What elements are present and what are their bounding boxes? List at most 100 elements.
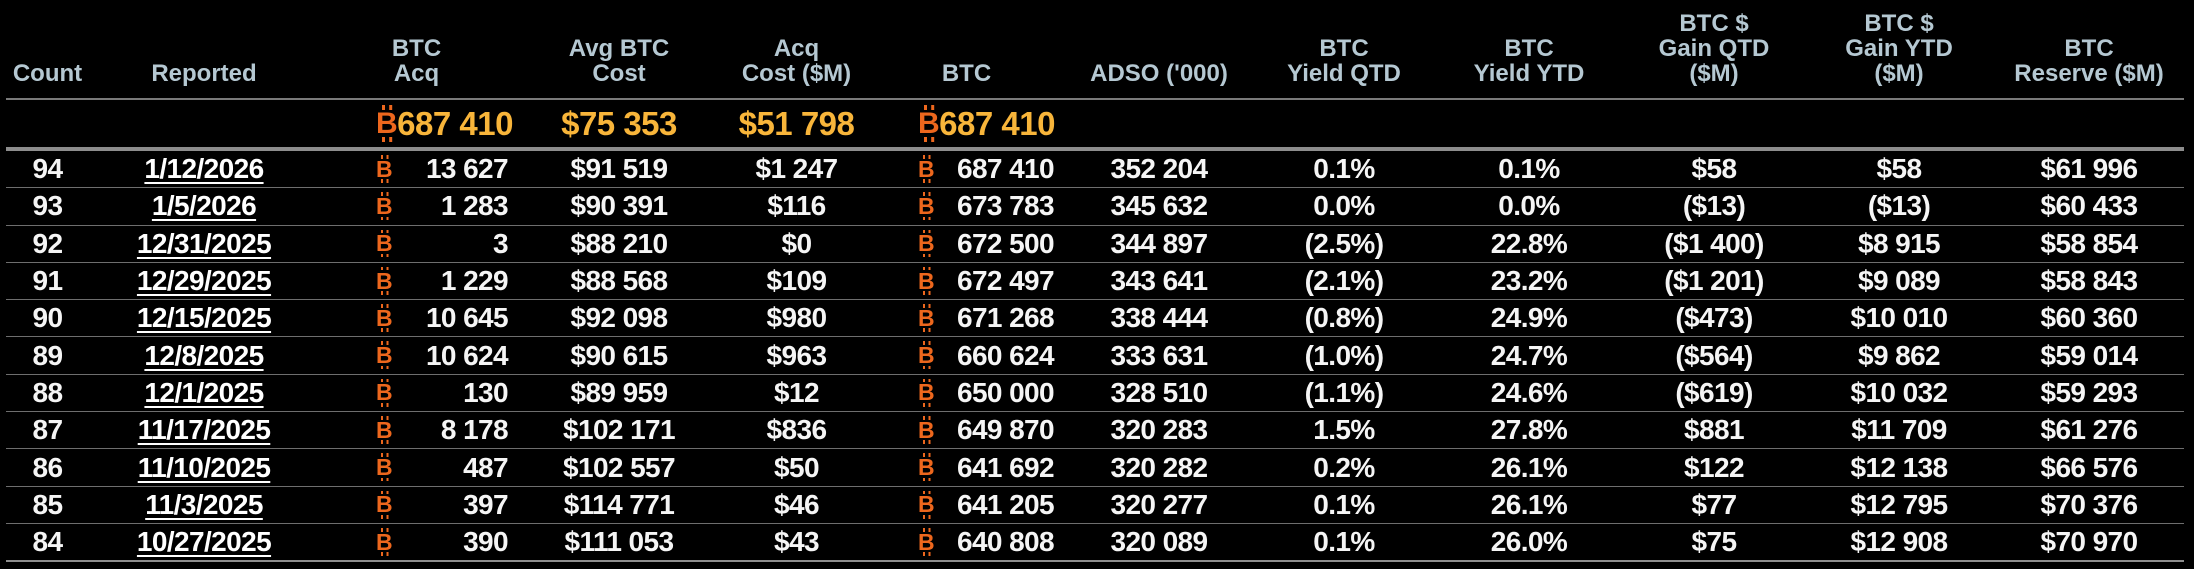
yield_ytd-cell: 0.1% (1434, 149, 1624, 189)
btc_acq-value: 10 645 (425, 302, 509, 334)
btc-icon: B (918, 229, 935, 258)
column-header-yield_ytd: BTC Yield YTD (1434, 0, 1624, 100)
btc_acq-value: 487 (463, 451, 509, 483)
reported-date-link[interactable]: 12/15/2025 (136, 302, 272, 334)
btc-icon: B (376, 104, 398, 142)
table-row: 91 12/29/2025 B 1 229 $88 568 $109 B 672 497 343… (6, 262, 2184, 301)
yield_qtd-cell: (1.0%) (1254, 336, 1434, 375)
btc-cell: B 650 000 (869, 374, 1064, 413)
reported-date-link[interactable]: 11/17/2025 (137, 414, 271, 446)
count-cell: 88 (6, 374, 89, 413)
adso-cell: 338 444 (1064, 299, 1254, 338)
count-cell: 84 (6, 523, 89, 563)
gain_ytd-cell: $8 915 (1804, 225, 1994, 263)
btc_acq-cell: B 487 (319, 448, 514, 487)
count-cell: 94 (6, 149, 89, 189)
gain_qtd-cell: ($473) (1624, 299, 1804, 338)
avg_cost-cell: $102 171 (514, 411, 724, 450)
column-header-avg_cost: Avg BTC Cost (514, 0, 724, 100)
count-cell: 87 (6, 411, 89, 450)
table-row: 88 12/1/2025 B 130 $89 959 $12 B 650 000 328 510… (6, 374, 2184, 413)
yield_qtd-cell: 0.2% (1254, 448, 1434, 487)
btc_acq-value: 1 229 (440, 265, 509, 297)
reserve-cell: $58 854 (1994, 225, 2184, 263)
column-header-gain_ytd: BTC $ Gain YTD ($M) (1804, 0, 1994, 100)
btc-icon: B (376, 415, 393, 444)
gain_ytd-cell: ($13) (1804, 187, 1994, 226)
summary-row: B 687 410 $75 353 $51 798 B 687 410 (6, 99, 2184, 151)
btc_acq-cell: B 10 645 (319, 299, 514, 338)
gain_ytd-cell: $12 795 (1804, 486, 1994, 524)
yield_qtd-cell: 0.1% (1254, 149, 1434, 189)
reported-cell: 12/31/2025 (89, 225, 319, 263)
column-header-btc: BTC (869, 0, 1064, 100)
reserve-cell: $61 276 (1994, 411, 2184, 450)
reported-date-link[interactable]: 12/31/2025 (136, 227, 272, 259)
summary-reported-cell (89, 99, 319, 151)
reserve-cell: $60 433 (1994, 187, 2184, 226)
gain_qtd-cell: ($564) (1624, 336, 1804, 375)
summary-reserve-cell (1994, 99, 2184, 151)
reported-cell: 12/8/2025 (89, 336, 319, 375)
btc-purchases-table: Count Reported BTC Acq Avg BTC Cost Acq Cost ($… (6, 0, 2184, 563)
summary-btc_acq-cell: B 687 410 (319, 99, 514, 151)
gain_ytd-cell: $9 862 (1804, 336, 1994, 375)
adso-cell: 344 897 (1064, 225, 1254, 263)
column-header-reported: Reported (89, 0, 319, 100)
reported-date-link[interactable]: 12/1/2025 (144, 376, 264, 408)
summary-yield_ytd-cell (1434, 99, 1624, 151)
gain_ytd-cell: $9 089 (1804, 262, 1994, 301)
table-row: 87 11/17/2025 B 8 178 $102 171 $836 B 649 870 32… (6, 411, 2184, 450)
table-row: 89 12/8/2025 B 10 624 $90 615 $963 B 660 624 333… (6, 336, 2184, 375)
btc_acq-value: 3 (493, 227, 509, 259)
yield_qtd-cell: (0.8%) (1254, 299, 1434, 338)
reported-date-link[interactable]: 1/12/2026 (144, 153, 264, 185)
btc_acq-cell: B 10 624 (319, 336, 514, 375)
btc-icon: B (918, 490, 935, 519)
btc-value: 650 000 (956, 376, 1055, 408)
count-cell: 86 (6, 448, 89, 487)
table-row: 92 12/31/2025 B 3 $88 210 $0 B 672 500 344 897 (2… (6, 225, 2184, 263)
reported-date-link[interactable]: 11/10/2025 (137, 451, 271, 483)
column-header-gain_qtd: BTC $ Gain QTD ($M) (1624, 0, 1804, 100)
acq_cost-cell: $46 (724, 486, 869, 524)
column-header-reserve: BTC Reserve ($M) (1994, 0, 2184, 100)
acq_cost-cell: $50 (724, 448, 869, 487)
yield_ytd-cell: 26.1% (1434, 486, 1624, 524)
gain_ytd-cell: $12 138 (1804, 448, 1994, 487)
btc_acq-cell: B 1 283 (319, 187, 514, 226)
reported-date-link[interactable]: 10/27/2025 (136, 526, 272, 558)
column-header-adso: ADSO ('000) (1064, 0, 1254, 100)
avg_cost-cell: $114 771 (514, 486, 724, 524)
summary-avg_cost-cell: $75 353 (514, 99, 724, 151)
btc_acq-cell: B 130 (319, 374, 514, 413)
btc-icon: B (376, 453, 393, 482)
gain_qtd-cell: $77 (1624, 486, 1804, 524)
yield_ytd-cell: 22.8% (1434, 225, 1624, 263)
avg_cost-cell: $90 615 (514, 336, 724, 375)
btc-cell: B 687 410 (869, 149, 1064, 189)
reported-cell: 11/3/2025 (89, 486, 319, 524)
reported-date-link[interactable]: 1/5/2026 (151, 190, 257, 222)
reported-date-link[interactable]: 12/29/2025 (136, 265, 272, 297)
btc-value: 641 692 (956, 451, 1055, 483)
btc-icon: B (376, 490, 393, 519)
column-header-yield_qtd: BTC Yield QTD (1254, 0, 1434, 100)
summary-adso-cell (1064, 99, 1254, 151)
avg_cost-cell: $88 568 (514, 262, 724, 301)
reported-date-link[interactable]: 12/8/2025 (144, 339, 264, 371)
yield_ytd-cell: 24.6% (1434, 374, 1624, 413)
reserve-cell: $70 376 (1994, 486, 2184, 524)
avg_cost-cell: $111 053 (514, 523, 724, 563)
btc_acq-value: 8 178 (440, 414, 509, 446)
yield_ytd-cell: 23.2% (1434, 262, 1624, 301)
table-row: 94 1/12/2026 B 13 627 $91 519 $1 247 B 687 410 3… (6, 149, 2184, 189)
btc-icon: B (376, 229, 393, 258)
yield_ytd-cell: 24.9% (1434, 299, 1624, 338)
reported-date-link[interactable]: 11/3/2025 (145, 488, 263, 520)
avg_cost-cell: $102 557 (514, 448, 724, 487)
gain_qtd-cell: ($13) (1624, 187, 1804, 226)
btc-icon: B (918, 266, 935, 295)
